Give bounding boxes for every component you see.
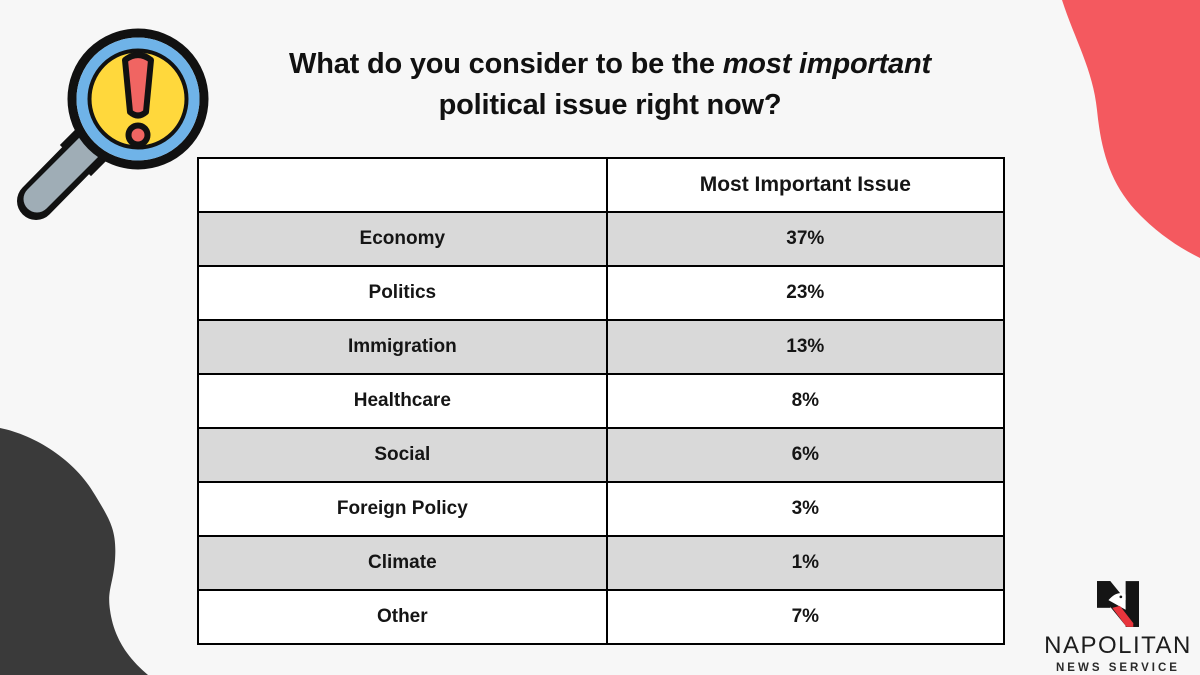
title-line1-emphasis: most important — [722, 48, 931, 80]
row-label: Foreign Policy — [197, 481, 608, 537]
magnifier-alert-icon — [17, 28, 209, 220]
row-value: 37% — [605, 211, 1006, 267]
table-row: Other 7% — [197, 589, 1006, 645]
row-value: 6% — [605, 427, 1006, 483]
row-value: 1% — [605, 535, 1006, 591]
table-row: Immigration 13% — [197, 319, 1006, 375]
row-label: Other — [197, 589, 608, 645]
table-row: Foreign Policy 3% — [197, 481, 1006, 537]
table-row: Healthcare 8% — [197, 373, 1006, 429]
row-label: Social — [197, 427, 608, 483]
title-line2: political issue right now? — [438, 89, 782, 121]
table-row: Politics 23% — [197, 265, 1006, 321]
table-row: Social 6% — [197, 427, 1006, 483]
napolitan-logo: NAPOLITAN NEWS SERVICE — [1040, 580, 1196, 674]
corner-blob-dark-icon — [0, 428, 148, 675]
row-value: 23% — [605, 265, 1006, 321]
poll-results-table: Most Important Issue Economy 37% Politic… — [197, 157, 1006, 645]
header-cell-empty — [197, 157, 608, 213]
row-value: 13% — [605, 319, 1006, 375]
row-value: 3% — [605, 481, 1006, 537]
title-line1-prefix: What do you consider to be the — [289, 48, 723, 80]
row-label: Healthcare — [197, 373, 608, 429]
napolitan-n-icon — [1097, 581, 1139, 627]
table-row: Climate 1% — [197, 535, 1006, 591]
row-label: Immigration — [197, 319, 608, 375]
table-row: Economy 37% — [197, 211, 1006, 267]
corner-blob-red-icon — [1062, 0, 1200, 258]
page-title: What do you consider to be the most impo… — [180, 44, 1040, 126]
row-label: Politics — [197, 265, 608, 321]
logo-tagline: NEWS SERVICE — [1056, 662, 1180, 674]
table-header-row: Most Important Issue — [197, 157, 1006, 213]
logo-name: NAPOLITAN — [1044, 632, 1192, 659]
row-label: Climate — [197, 535, 608, 591]
row-value: 7% — [605, 589, 1006, 645]
row-value: 8% — [605, 373, 1006, 429]
row-label: Economy — [197, 211, 608, 267]
header-cell-most-important-issue: Most Important Issue — [605, 157, 1006, 213]
